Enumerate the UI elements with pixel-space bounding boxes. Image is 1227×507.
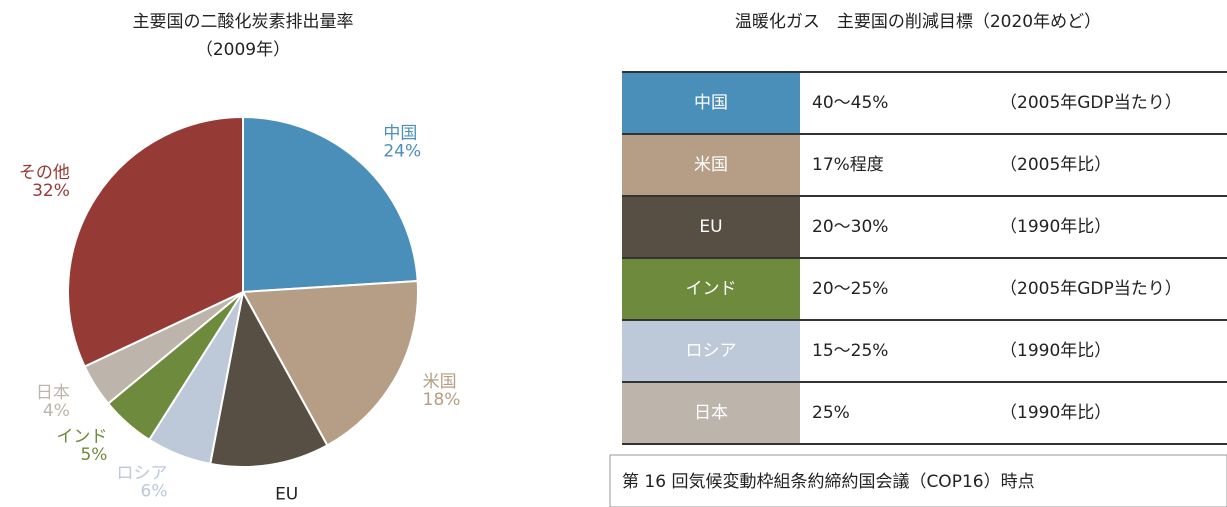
slice-label: 日本 (36, 383, 70, 403)
country-cell (622, 383, 800, 443)
basis: （1990年比） (1000, 403, 1111, 423)
table-title: 温暖化ガス 主要国の削減目標（2020年めど） (735, 12, 1101, 32)
target: 25% (812, 403, 850, 423)
footnote-box (609, 454, 1227, 507)
target: 20〜30% (812, 217, 888, 237)
country: EU (699, 217, 722, 237)
chart-subtitle: （2009年） (196, 40, 290, 60)
country-cell (622, 73, 800, 133)
footnote: 第 16 回気候変動枠組条約締約国会議（COP16）時点 (622, 472, 1035, 492)
slice-value-label: 32% (32, 181, 70, 201)
slice-label: EU (275, 484, 298, 504)
basis: （1990年比） (1000, 217, 1111, 237)
country-cell (622, 197, 800, 257)
country: ロシア (686, 341, 737, 361)
slice-label: 米国 (423, 372, 457, 392)
basis: （2005年GDP当たり） (1000, 93, 1182, 113)
basis: （2005年GDP当たり） (1000, 279, 1182, 299)
slice-label: その他 (19, 163, 70, 183)
pie-slice (209, 289, 329, 468)
slice-value-label: 18% (423, 390, 461, 410)
country: 日本 (694, 403, 728, 423)
country: インド (686, 279, 737, 299)
slice-value-label: 5% (80, 445, 107, 465)
target: 15〜25% (812, 341, 888, 361)
basis: （2005年比） (1000, 155, 1111, 175)
country-cell (622, 259, 800, 319)
target: 20〜25% (812, 279, 888, 299)
country: 米国 (694, 155, 728, 175)
slice-label: インド (56, 427, 107, 447)
target: 40〜45% (812, 93, 888, 113)
pie-slice (241, 279, 419, 447)
slice-label: 中国 (383, 124, 417, 144)
slice-value-label: 24% (383, 142, 421, 162)
country-cell (622, 135, 800, 195)
slice-value-label: 6% (141, 482, 168, 502)
country-cell (622, 321, 800, 381)
pie-slice (242, 115, 419, 294)
target: 17%程度 (812, 155, 884, 175)
chart-title: 主要国の二酸化炭素排出量率 (133, 12, 354, 32)
country: 中国 (694, 93, 728, 113)
slice-value-label: 4% (43, 401, 70, 421)
slice-label: ロシア (117, 464, 168, 484)
pie-slice (67, 115, 244, 368)
basis: （1990年比） (1000, 341, 1111, 361)
